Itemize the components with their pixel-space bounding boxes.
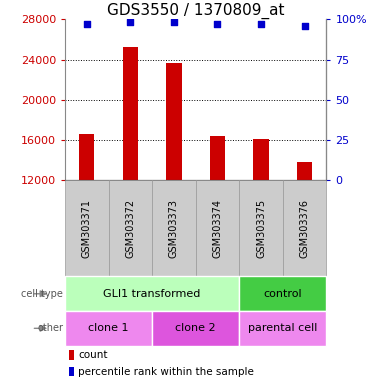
Bar [65, 276, 239, 311]
Bar [283, 180, 326, 276]
Text: clone 2: clone 2 [175, 323, 216, 333]
Bar [65, 311, 152, 346]
Text: GSM303374: GSM303374 [213, 199, 223, 258]
Text: cell type: cell type [21, 289, 63, 299]
Bar [239, 180, 283, 276]
Bar [65, 180, 108, 276]
Bar [123, 47, 138, 180]
Bar [152, 311, 239, 346]
Text: GSM303373: GSM303373 [169, 199, 179, 258]
Text: GSM303371: GSM303371 [82, 199, 92, 258]
Title: GDS3550 / 1370809_at: GDS3550 / 1370809_at [107, 3, 285, 19]
Point [258, 21, 264, 27]
Text: GSM303372: GSM303372 [125, 199, 135, 258]
Bar [253, 139, 269, 180]
Text: clone 1: clone 1 [88, 323, 129, 333]
Text: control: control [263, 289, 302, 299]
Bar [239, 276, 326, 311]
Bar [239, 311, 326, 346]
Text: GSM303375: GSM303375 [256, 199, 266, 258]
Point [127, 19, 133, 25]
Point [171, 19, 177, 25]
Point [84, 21, 90, 27]
Point [302, 23, 308, 29]
Text: other: other [37, 323, 63, 333]
Bar [108, 180, 152, 276]
Text: count: count [78, 350, 108, 360]
Bar [297, 162, 312, 180]
Bar [166, 63, 181, 180]
Bar [196, 180, 239, 276]
Bar [210, 136, 225, 180]
Text: GLI1 transformed: GLI1 transformed [104, 289, 201, 299]
Point [214, 21, 220, 27]
Bar [152, 180, 196, 276]
Text: percentile rank within the sample: percentile rank within the sample [78, 366, 254, 377]
Bar [79, 134, 94, 180]
Text: parental cell: parental cell [248, 323, 318, 333]
Text: GSM303376: GSM303376 [300, 199, 310, 258]
